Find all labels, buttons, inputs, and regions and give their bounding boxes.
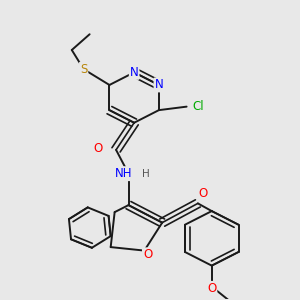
Text: N: N	[154, 79, 163, 92]
Text: NH: NH	[115, 167, 133, 180]
Text: O: O	[94, 142, 103, 154]
Text: S: S	[80, 63, 87, 76]
Text: N: N	[130, 66, 139, 79]
Text: O: O	[198, 187, 207, 200]
Text: Cl: Cl	[193, 100, 204, 113]
Text: H: H	[142, 169, 150, 179]
Text: O: O	[207, 282, 216, 295]
Text: O: O	[143, 248, 152, 261]
